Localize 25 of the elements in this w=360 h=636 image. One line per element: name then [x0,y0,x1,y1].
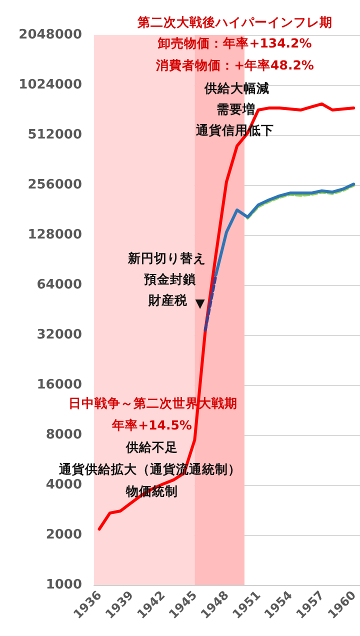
annotation: 供給不足 [125,440,178,454]
y-tick-label: 2048000 [18,28,82,42]
y-tick-label: 1024000 [18,78,82,92]
annotation: 新円切り替え [127,250,206,266]
line-series [246,184,356,220]
y-tick-label: 64000 [36,278,82,292]
annotation: 年率+14.5% [111,418,192,432]
y-tick-label: 4000 [46,478,82,492]
annotation: ▼ [195,296,206,310]
annotation: 預金封鎖 [143,272,197,286]
y-tick-label: 256000 [28,178,82,192]
annotation: 財産税 [148,292,188,308]
annotation: 需要増 [216,102,256,116]
y-tick-label: 32000 [36,328,82,342]
y-tick-label: 1000 [46,578,82,592]
y-tick-label: 512000 [28,128,82,142]
y-tick-label: 8000 [46,428,82,442]
y-tick-label: 128000 [28,228,82,242]
y-tick-label: 16000 [36,378,82,392]
y-tick-label: 2000 [46,528,82,542]
text: 第二次大戦後ハイパーインフレ期 [136,14,332,30]
annotation: 卸売物価：年率+134.2% [157,36,312,50]
line-series [214,182,356,277]
annotation: 供給大幅減 [204,80,270,96]
annotation: 消費者物価：+年率48.2% [155,58,314,72]
